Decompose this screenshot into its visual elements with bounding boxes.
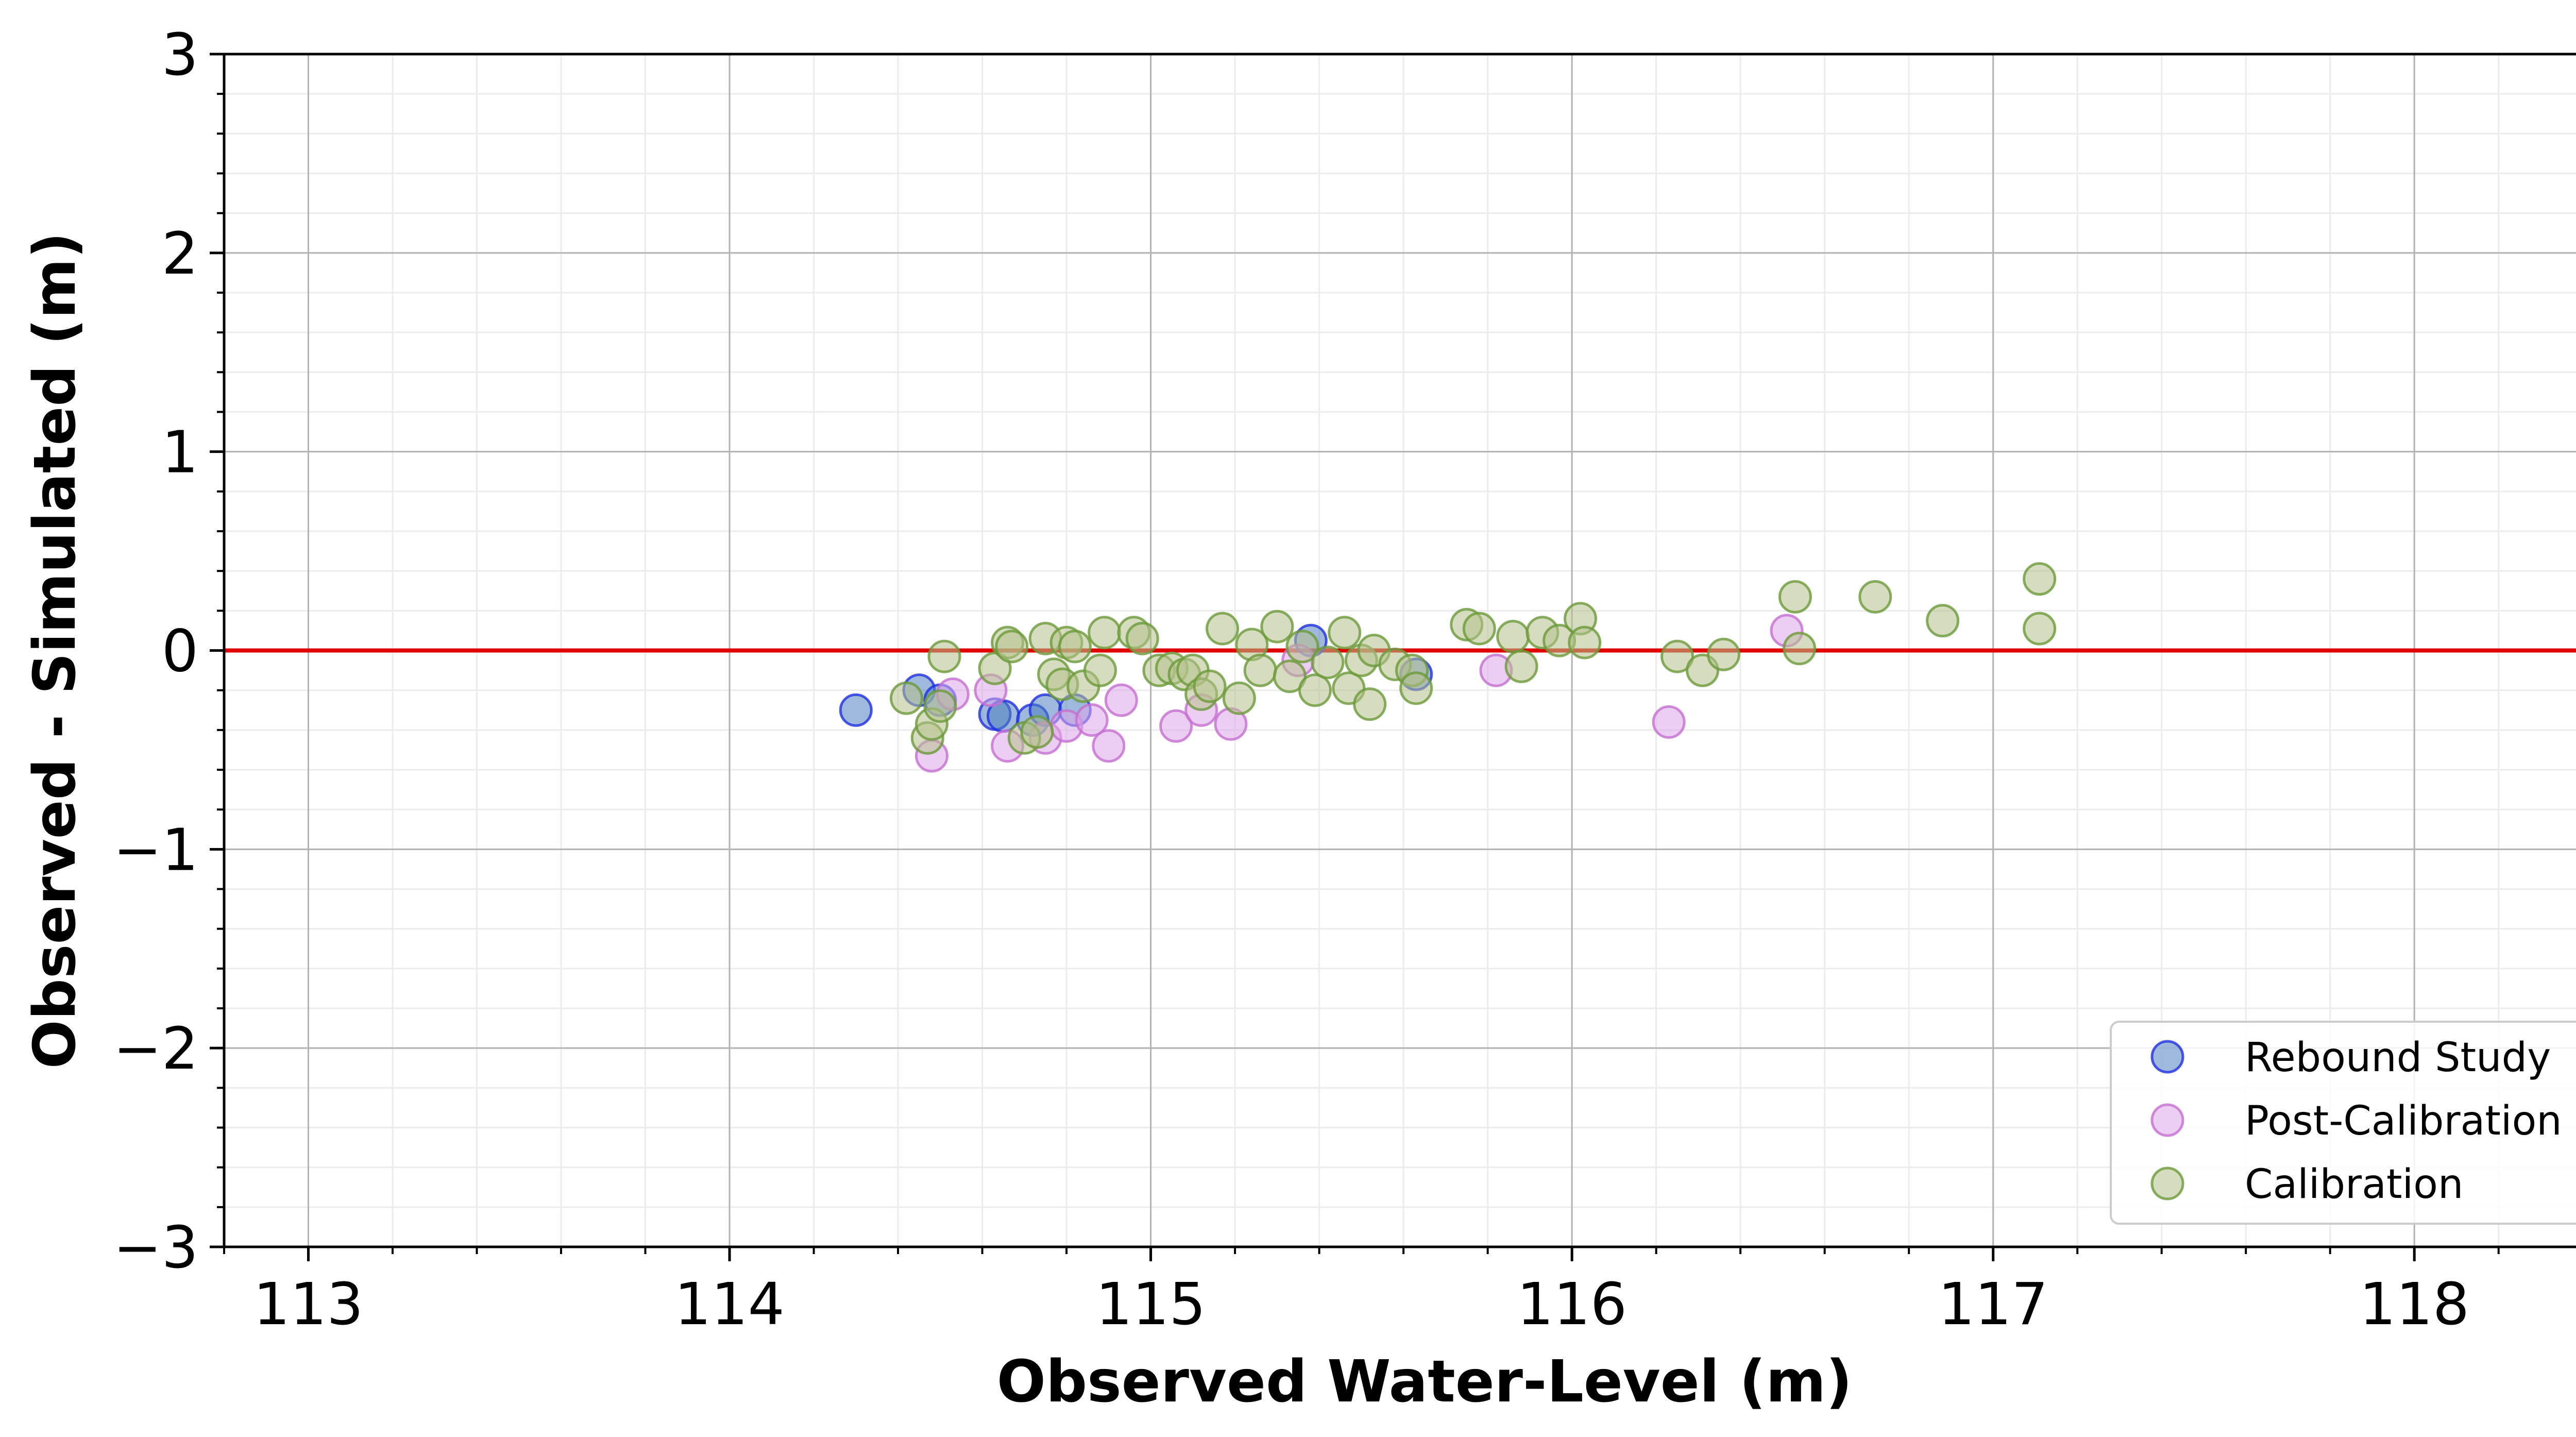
- data-point: [1285, 630, 1319, 664]
- data-point: [1568, 625, 1602, 660]
- data-point: [1088, 616, 1122, 650]
- data-point: [1652, 705, 1686, 739]
- data-point: [1706, 637, 1740, 671]
- legend-label: Rebound Study: [2245, 1035, 2551, 1081]
- data-point: [1783, 632, 1817, 666]
- data-point: [1125, 621, 1159, 655]
- data-point: [839, 693, 873, 727]
- data-point: [1222, 681, 1256, 715]
- x-tick-label: 115: [1096, 1271, 1206, 1338]
- data-point: [1104, 683, 1138, 717]
- data-point: [1083, 653, 1117, 687]
- x-axis-title: Observed Water-Level (m): [997, 1348, 1852, 1415]
- data-point: [1273, 660, 1307, 694]
- data-point: [1660, 639, 1694, 673]
- x-tick-label: 114: [674, 1271, 785, 1338]
- data-point: [1778, 580, 1812, 614]
- legend-marker: [2150, 1040, 2184, 1074]
- data-points: [839, 562, 2057, 773]
- legend-box: [2110, 1021, 2576, 1225]
- data-point: [1243, 653, 1277, 687]
- data-point: [1206, 612, 1240, 646]
- data-point: [1399, 671, 1433, 705]
- data-point: [1092, 729, 1126, 763]
- data-point: [2023, 562, 2057, 596]
- data-point: [1298, 673, 1332, 707]
- data-point: [1462, 612, 1496, 646]
- data-point: [1260, 610, 1294, 644]
- data-point: [1496, 619, 1530, 653]
- data-point: [2023, 612, 2057, 646]
- legend-label: Post-Calibration: [2245, 1098, 2562, 1144]
- data-point: [1858, 580, 1892, 614]
- data-point: [1075, 703, 1109, 737]
- y-tick-label: −1: [113, 817, 198, 884]
- data-point: [927, 639, 961, 673]
- data-point: [1020, 715, 1054, 749]
- x-tick-label: 117: [1938, 1271, 2048, 1338]
- y-axis-ticks: −3 −2 −1 0 1 2 3: [113, 22, 224, 1281]
- y-tick-label: −3: [113, 1214, 198, 1281]
- data-point: [1328, 616, 1362, 650]
- legend-marker: [2150, 1103, 2184, 1137]
- data-point: [1311, 646, 1345, 680]
- legend-entry: Post-Calibration: [2150, 1098, 2562, 1144]
- x-axis-ticks: 113 114 115 116 117 118: [223, 1247, 2500, 1338]
- legend-entry: Rebound Study: [2150, 1035, 2551, 1081]
- data-point: [1058, 630, 1092, 664]
- y-tick-label: −2: [113, 1016, 198, 1083]
- x-tick-label: 116: [1517, 1271, 1627, 1338]
- data-point: [1193, 669, 1227, 703]
- y-axis-title: Observed - Simulated (m): [22, 232, 89, 1069]
- data-point: [1159, 709, 1193, 743]
- data-point: [1353, 687, 1387, 721]
- series-calibration: [889, 562, 2057, 755]
- x-tick-label: 113: [253, 1271, 364, 1338]
- data-point: [923, 689, 957, 723]
- data-point: [889, 681, 923, 715]
- data-point: [995, 630, 1029, 664]
- data-point: [1926, 604, 1960, 638]
- y-tick-label: 3: [162, 22, 198, 89]
- legend-marker: [2150, 1166, 2184, 1201]
- y-tick-label: 0: [162, 618, 198, 685]
- y-tick-label: 1: [162, 419, 198, 486]
- legend-label: Calibration: [2245, 1161, 2463, 1208]
- legend-entry: Calibration: [2150, 1161, 2463, 1208]
- legend: Rebound Study Post-Calibration Calibration: [2110, 1021, 2576, 1225]
- x-tick-label: 118: [2359, 1271, 2469, 1338]
- y-tick-label: 2: [162, 221, 198, 288]
- data-point: [1504, 649, 1538, 683]
